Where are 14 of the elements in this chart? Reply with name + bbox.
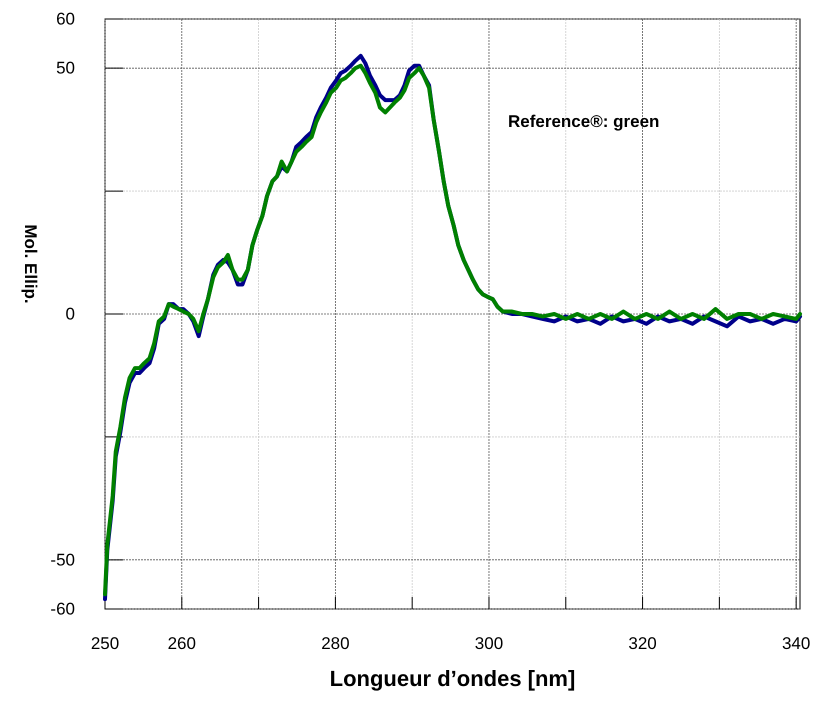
y-tick-label: 0 [66,304,75,324]
x-tick-label: 300 [474,634,504,653]
y-tick-label: 50 [56,58,75,78]
y-axis-title: Mol. Ellip. [21,224,40,304]
x-axis-title: Longueur d’ondes [nm] [330,666,576,691]
y-tick-label: -50 [50,550,75,570]
x-tick-label: 340 [782,634,810,653]
x-tick-label: 260 [168,634,196,653]
y-tick-label: -60 [50,600,75,618]
annotation: Reference®: green [508,112,660,131]
x-tick-label: 250 [90,634,120,653]
x-tick-label: 280 [321,634,350,653]
x-tick-label: 320 [628,634,657,653]
y-tick-label: 60 [56,10,75,28]
